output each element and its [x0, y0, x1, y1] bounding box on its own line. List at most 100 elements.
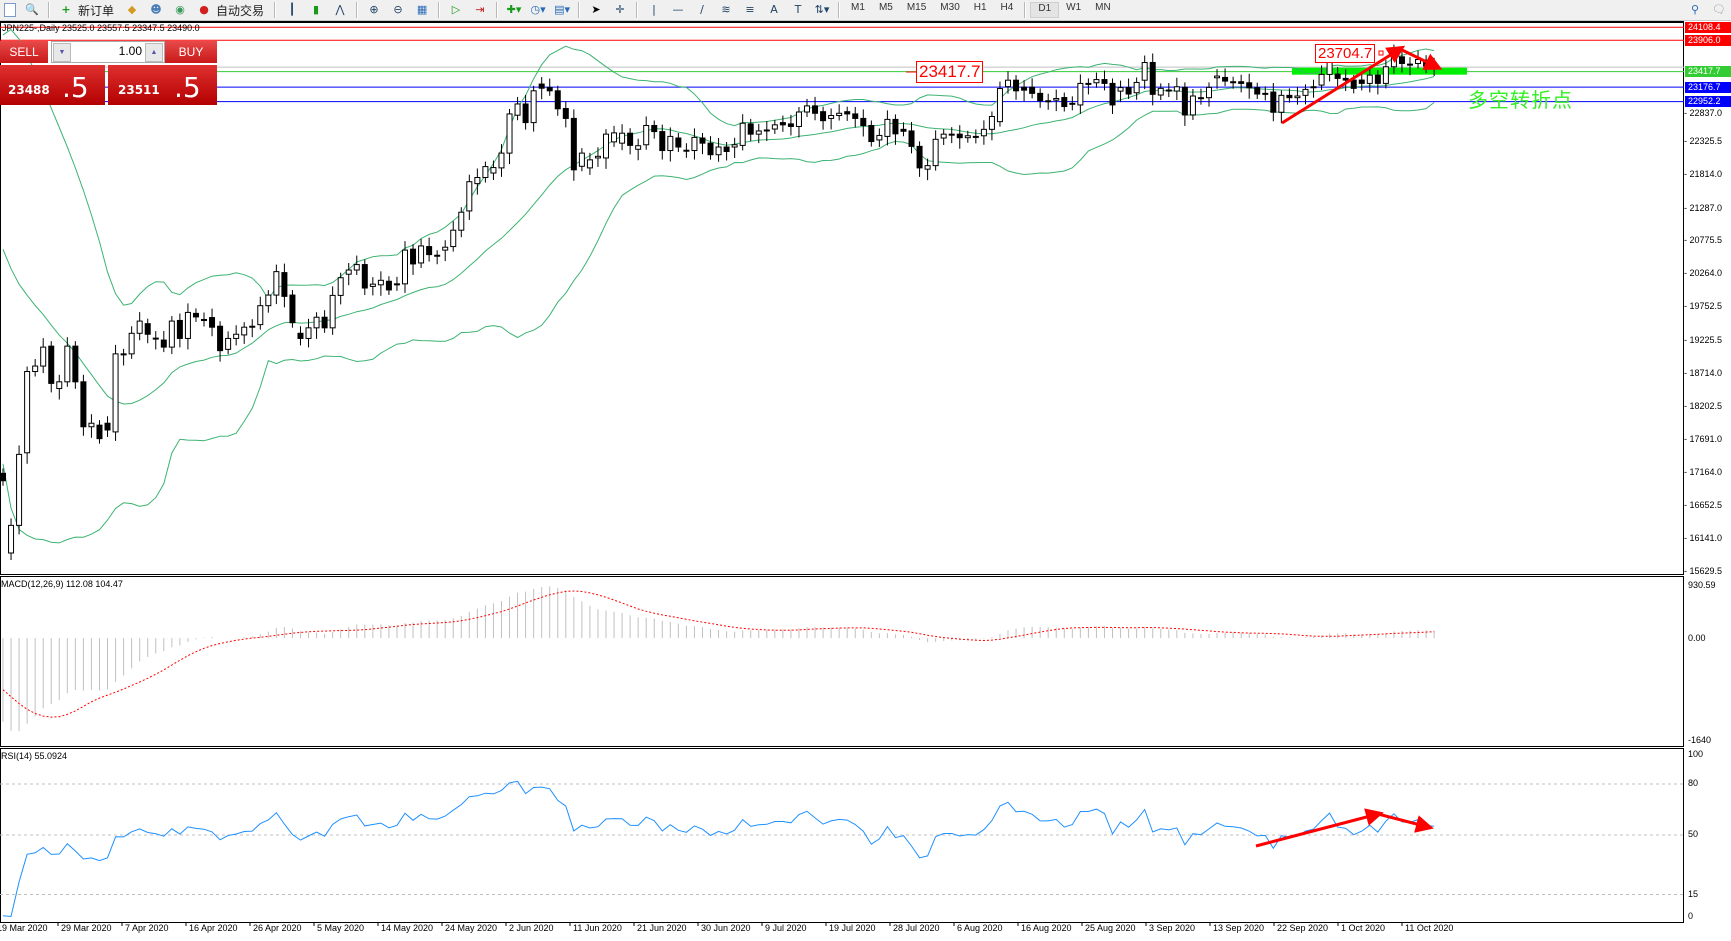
- candle: [836, 104, 843, 121]
- new-order-button[interactable]: 新订单: [78, 3, 115, 18]
- toolbar-separator: [356, 2, 359, 18]
- horizontal-line-icon[interactable]: —: [672, 3, 684, 16]
- buy-price-box[interactable]: 23511 .5: [108, 65, 217, 105]
- timeframe-h4[interactable]: H4: [1000, 2, 1014, 13]
- candle-body-bear: [160, 339, 167, 348]
- candle-body-bull: [731, 144, 738, 148]
- candlestick-chart-icon[interactable]: ▮: [313, 3, 320, 16]
- candle-body-bear: [96, 424, 103, 440]
- candle-body-bear: [627, 132, 634, 146]
- timeframe-m30[interactable]: M30: [940, 2, 960, 13]
- candle: [1037, 88, 1044, 108]
- candle: [763, 120, 770, 141]
- candle-body-bear: [104, 422, 111, 431]
- indicators-icon[interactable]: ✚▾: [506, 3, 522, 16]
- price-axis-tick: - 18714.0: [1684, 367, 1723, 378]
- timeframe-d1[interactable]: D1: [1030, 2, 1060, 18]
- new-order-icon[interactable]: +: [61, 3, 71, 16]
- auto-trading-icon[interactable]: ●: [199, 3, 209, 16]
- tile-windows-icon[interactable]: ▦: [416, 3, 428, 16]
- auto-trading-button[interactable]: 自动交易: [216, 3, 265, 18]
- candle-body-bear: [651, 124, 658, 133]
- candle: [828, 108, 835, 130]
- timeframe-m1[interactable]: M1: [851, 2, 865, 13]
- zoom-out-icon[interactable]: ⊖: [393, 3, 403, 16]
- chart-shift-icon[interactable]: ⇥: [475, 3, 485, 16]
- candle: [651, 120, 658, 139]
- timeframe-w1[interactable]: W1: [1066, 2, 1082, 13]
- date-axis-label: 9 Jul 2020: [765, 923, 807, 933]
- sell-price-box[interactable]: 23488 .5: [0, 65, 105, 105]
- bar-chart-icon[interactable]: ┃: [288, 3, 296, 16]
- candle: [217, 321, 224, 362]
- zoom-in-icon[interactable]: ⊕: [369, 3, 379, 16]
- chat-icon[interactable]: 🗨: [1712, 3, 1726, 16]
- panel-frame: [0, 22, 1684, 575]
- turning-point-text[interactable]: 多空转折点: [1468, 88, 1573, 112]
- candle: [1262, 86, 1269, 101]
- cursor-icon[interactable]: ➤: [591, 3, 601, 16]
- sell-button[interactable]: SELL: [0, 41, 48, 63]
- vertical-line-icon[interactable]: |: [652, 3, 656, 16]
- candle: [201, 312, 207, 327]
- candle-body-bull: [64, 345, 71, 383]
- price-label-annotation[interactable]: 23417.7: [916, 61, 984, 83]
- lot-increase-button[interactable]: ▲: [145, 43, 163, 62]
- candle-body-bear: [723, 146, 730, 153]
- arrows-icon[interactable]: ⇅▾: [814, 3, 830, 16]
- price-label-annotation[interactable]: 23704.7: [1315, 44, 1376, 63]
- candle: [1189, 89, 1196, 120]
- price-level-label: 23906.0: [1685, 34, 1731, 46]
- candle: [369, 277, 376, 296]
- candle-body-bear: [675, 137, 682, 148]
- candle-body-bull: [474, 177, 481, 185]
- candle-body-bull: [594, 155, 601, 159]
- periods-clock-icon[interactable]: ◷▾: [530, 3, 546, 16]
- templates-icon[interactable]: ▤▾: [554, 3, 570, 16]
- candle: [305, 318, 312, 348]
- candle-body-bull: [836, 112, 843, 117]
- candle-body-bull: [490, 167, 497, 174]
- timeframe-m15[interactable]: M15: [906, 2, 927, 13]
- candle-body-bull: [1407, 63, 1413, 66]
- candle-body-bear: [1374, 74, 1381, 84]
- metaeditor-icon[interactable]: ◆: [127, 3, 137, 16]
- candle-body-bull: [1415, 59, 1422, 64]
- crosshair-icon[interactable]: ✛: [615, 3, 625, 16]
- candle-body-bull: [980, 128, 987, 137]
- macd-signal-line: [2, 590, 1435, 718]
- bollinger-lower-band: [2, 102, 1435, 544]
- panel-frame: [0, 576, 1684, 747]
- lot-decrease-button[interactable]: ▼: [53, 43, 71, 62]
- person-icon[interactable]: ☻: [150, 3, 162, 16]
- candle: [570, 109, 577, 181]
- buy-button[interactable]: BUY: [165, 41, 217, 63]
- candle-body-bear: [868, 124, 875, 143]
- fibonacci-icon[interactable]: ≡: [745, 3, 755, 16]
- timeframe-mn[interactable]: MN: [1095, 2, 1111, 13]
- timeframe-m5[interactable]: M5: [878, 2, 893, 13]
- timeframe-h1[interactable]: H1: [973, 2, 987, 13]
- lot-size-field[interactable]: ▼ 1.00 ▲: [51, 41, 165, 63]
- trendline-icon[interactable]: ∕: [700, 3, 704, 16]
- candle: [24, 366, 31, 464]
- equidistant-channel-icon[interactable]: ≋: [721, 3, 731, 16]
- candle-body-bull: [329, 294, 336, 329]
- date-axis-label: 2 Jun 2020: [509, 923, 554, 933]
- candle-body-bull: [225, 337, 232, 350]
- text-label-icon[interactable]: T: [794, 3, 802, 16]
- line-chart-icon[interactable]: ⋀: [335, 3, 345, 16]
- auto-scroll-icon[interactable]: ▷: [451, 3, 461, 16]
- lot-size-value[interactable]: 1.00: [118, 44, 142, 58]
- new-chart-icon[interactable]: [4, 3, 16, 17]
- candle: [1085, 78, 1092, 95]
- zoom-window-icon[interactable]: 🔍: [25, 3, 39, 16]
- candle: [932, 130, 939, 171]
- signals-icon[interactable]: ◉: [175, 3, 185, 16]
- date-axis-label: 6 Aug 2020: [957, 923, 1003, 933]
- candle-body-bear: [48, 345, 55, 384]
- text-icon[interactable]: A: [770, 3, 778, 16]
- search-icon[interactable]: ⚲: [1690, 3, 1700, 16]
- candle: [1133, 77, 1140, 100]
